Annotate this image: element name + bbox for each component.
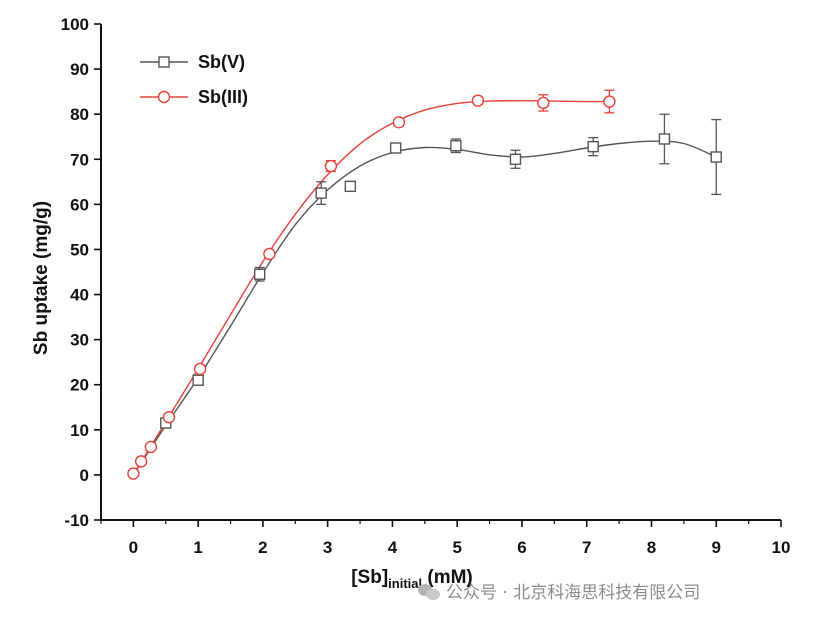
y-tick-label: 60 [70,195,89,214]
x-tick-label: 0 [129,538,138,557]
y-tick-label: 80 [70,105,89,124]
point-sbiii [603,95,616,108]
y-axis-title: Sb uptake (mg/g) [31,201,52,355]
x-tick-label: 5 [452,538,461,557]
point-sbv [253,268,266,280]
y-tick-label: 100 [61,15,89,34]
point-sbiii [324,159,338,173]
watermark-text: 公众号 · 北京科海思科技有限公司 [446,583,701,603]
point-sbiii [263,247,276,261]
x-tick-label: 9 [712,538,721,557]
y-tick-label: 10 [70,421,89,440]
legend-marker-sbiii [157,90,171,104]
legend-marker-sbv [158,56,170,68]
x-tick-label: 1 [193,538,202,557]
point-sbv [587,140,599,153]
y-tick-label: 30 [70,331,89,350]
point-sbv [344,180,357,193]
point-sbv [450,140,462,152]
x-tick-label: 2 [258,538,267,557]
point-sbiii [471,94,485,107]
point-sbiii [127,467,140,480]
point-sbiii [193,362,207,376]
point-sbv [315,187,327,199]
point-sbv [710,151,722,163]
point-sbv [389,142,402,154]
wechat-icon [418,584,440,600]
x-tick-label: 8 [647,538,656,557]
x-axis-title-unit: (mM) [422,567,473,588]
point-sbv [192,374,204,386]
point-sbiii [537,96,550,110]
point-sbiii [134,455,148,468]
point-sbv [658,133,671,145]
watermark: 公众号 · 北京科海思科技有限公司 [418,578,700,603]
x-tick-label: 6 [517,538,526,557]
point-sbv [509,153,522,165]
x-tick-label: 7 [582,538,591,557]
y-tick-label: 40 [70,286,89,305]
x-axis-title: [Sb]initial (mM) [351,567,473,591]
fit-line-sbiii [132,99,610,476]
x-tick-label: 4 [388,538,398,557]
legend-label-sbiii: Sb(III) [198,87,248,107]
fit-line-sbv [132,140,717,476]
x-tick-label: 3 [323,538,332,557]
y-tick-label: 50 [70,240,89,259]
legend: Sb(V) Sb(III) [140,52,248,107]
point-sbiii [162,410,176,424]
y-tick-label: 20 [70,376,89,395]
y-tick-label: 90 [70,60,89,79]
point-sbiii [392,116,406,129]
x-tick-label: 10 [772,538,791,557]
y-tick-label: 70 [70,150,89,169]
point-sbiii [144,440,158,454]
y-tick-label: -10 [64,511,89,530]
y-tick-label: 0 [80,466,89,485]
x-axis-title-sub: initial [388,576,422,591]
x-axis-title-main: [Sb] [351,567,388,588]
legend-label-sbv: Sb(V) [198,52,245,72]
